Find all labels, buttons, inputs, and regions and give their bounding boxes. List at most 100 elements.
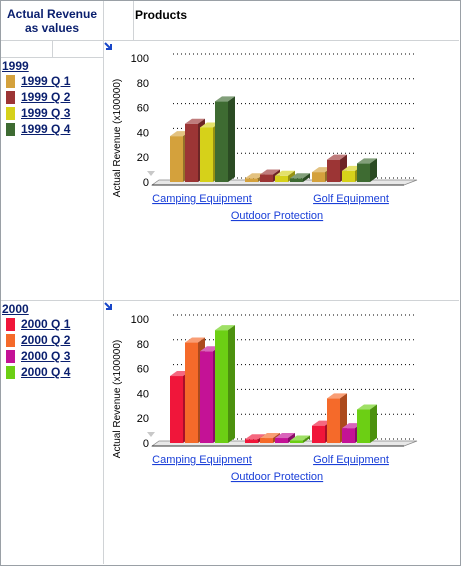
bar-top: [357, 158, 377, 164]
year-link-2000[interactable]: 2000: [2, 302, 29, 316]
legend-swatch: [6, 106, 15, 120]
y-tick-label: 80: [137, 339, 149, 351]
bar-top: [245, 434, 265, 440]
bar-front: [357, 409, 370, 443]
legend-item[interactable]: 2000 Q 4: [6, 364, 70, 380]
legend-label[interactable]: 1999 Q 2: [21, 90, 71, 104]
drill-arrow-icon[interactable]: [104, 42, 114, 52]
row-header-divider: [52, 41, 53, 57]
bar-front: [170, 376, 183, 443]
legend-swatch: [6, 90, 15, 104]
legend-label[interactable]: 1999 Q 4: [21, 122, 71, 136]
legend-label[interactable]: 2000 Q 4: [21, 365, 71, 379]
legend-item[interactable]: 1999 Q 4: [6, 121, 70, 137]
y-tick-label: 0: [143, 438, 149, 450]
legend-label[interactable]: 2000 Q 2: [21, 333, 71, 347]
category-link[interactable]: Outdoor Protection: [231, 210, 323, 222]
bar-side: [288, 170, 295, 182]
bar-side: [303, 173, 310, 182]
bar-top: [260, 433, 280, 439]
bar-top: [185, 337, 205, 343]
bar-front: [327, 159, 340, 182]
y-tick-label: 100: [131, 314, 149, 326]
bar-side: [370, 404, 377, 443]
bar[interactable]: [275, 170, 295, 182]
bar-front: [215, 101, 228, 182]
legend-swatch: [6, 317, 15, 331]
bar[interactable]: [275, 433, 295, 443]
y-tick-label: 80: [137, 78, 149, 90]
category-link[interactable]: Golf Equipment: [313, 193, 389, 205]
bar-front: [357, 163, 370, 182]
legend-label[interactable]: 1999 Q 1: [21, 74, 71, 88]
bar-top: [290, 435, 310, 441]
bar-top: [357, 404, 377, 410]
bar-side: [370, 158, 377, 182]
bar[interactable]: [215, 325, 235, 443]
header-divider: [133, 1, 134, 40]
y-tick-label: 20: [137, 413, 149, 425]
origin-marker: [147, 432, 155, 437]
bar-top: [275, 170, 295, 176]
bar-front: [342, 170, 355, 182]
legend-swatch: [6, 349, 15, 363]
bar-top: [327, 154, 347, 160]
measure-header-line2: as values: [24, 21, 80, 35]
bar-front: [185, 342, 198, 443]
revenue-chart-2000: 0 20 40 60 80 100 Camping Equipment Outdoor Pro…: [112, 314, 418, 483]
y-axis-label: Actual Revenue (x100000): [112, 340, 123, 458]
bar-top: [275, 433, 295, 439]
drill-arrow-icon[interactable]: [104, 302, 114, 312]
legend-label[interactable]: 1999 Q 3: [21, 106, 71, 120]
bar-front: [260, 174, 273, 182]
bar-side: [228, 325, 235, 443]
legend-item[interactable]: 1999 Q 3: [6, 105, 70, 121]
category-link[interactable]: Golf Equipment: [313, 454, 389, 466]
bar-front: [185, 123, 198, 182]
dimension-header: Products: [135, 8, 188, 22]
bar[interactable]: [215, 96, 235, 182]
legend-2000: 2000 2000 Q 1 2000 Q 2 2000 Q 3 2000 Q 4: [2, 302, 70, 380]
legend-label[interactable]: 2000 Q 1: [21, 317, 71, 331]
bar[interactable]: [290, 173, 310, 182]
bar[interactable]: [357, 404, 377, 443]
bar-top: [290, 173, 310, 179]
legend-item[interactable]: 2000 Q 1: [6, 316, 70, 332]
row-separator: [1, 300, 459, 301]
legend-swatch: [6, 74, 15, 88]
bar-front: [245, 178, 258, 182]
legend-swatch: [6, 122, 15, 136]
bar-front: [245, 439, 258, 443]
legend-item[interactable]: 1999 Q 1: [6, 73, 70, 89]
bar-top: [327, 393, 347, 399]
bar[interactable]: [290, 435, 310, 443]
legend-item[interactable]: 1999 Q 2: [6, 89, 70, 105]
bar-top: [215, 325, 235, 331]
bar-top: [215, 96, 235, 102]
bar-front: [275, 438, 288, 443]
measure-header: Actual Revenue as values: [1, 1, 103, 40]
bar-front: [200, 351, 213, 443]
row-header-separator: [1, 57, 103, 58]
y-tick-label: 40: [137, 388, 149, 400]
legend-1999: 1999 1999 Q 1 1999 Q 2 1999 Q 3 1999 Q 4: [2, 59, 70, 137]
y-tick-label: 60: [137, 103, 149, 115]
legend-label[interactable]: 2000 Q 3: [21, 349, 71, 363]
bar[interactable]: [327, 393, 347, 443]
legend-item[interactable]: 2000 Q 3: [6, 348, 70, 364]
bar-front: [290, 440, 303, 443]
bar[interactable]: [357, 158, 377, 182]
bar-front: [327, 398, 340, 443]
category-link[interactable]: Outdoor Protection: [231, 471, 323, 483]
category-link[interactable]: Camping Equipment: [152, 193, 252, 205]
column-divider: [103, 1, 104, 564]
bar-front: [312, 425, 325, 443]
y-axis-label: Actual Revenue (x100000): [112, 79, 123, 197]
legend-item[interactable]: 2000 Q 2: [6, 332, 70, 348]
bar-front: [260, 438, 273, 443]
revenue-chart-1999: 0 20 40 60 80 100 Camping Equipment Outdoor Pro…: [112, 53, 418, 222]
y-tick-label: 40: [137, 127, 149, 139]
category-link[interactable]: Camping Equipment: [152, 454, 252, 466]
bar-front: [215, 330, 228, 443]
year-link-1999[interactable]: 1999: [2, 59, 29, 73]
